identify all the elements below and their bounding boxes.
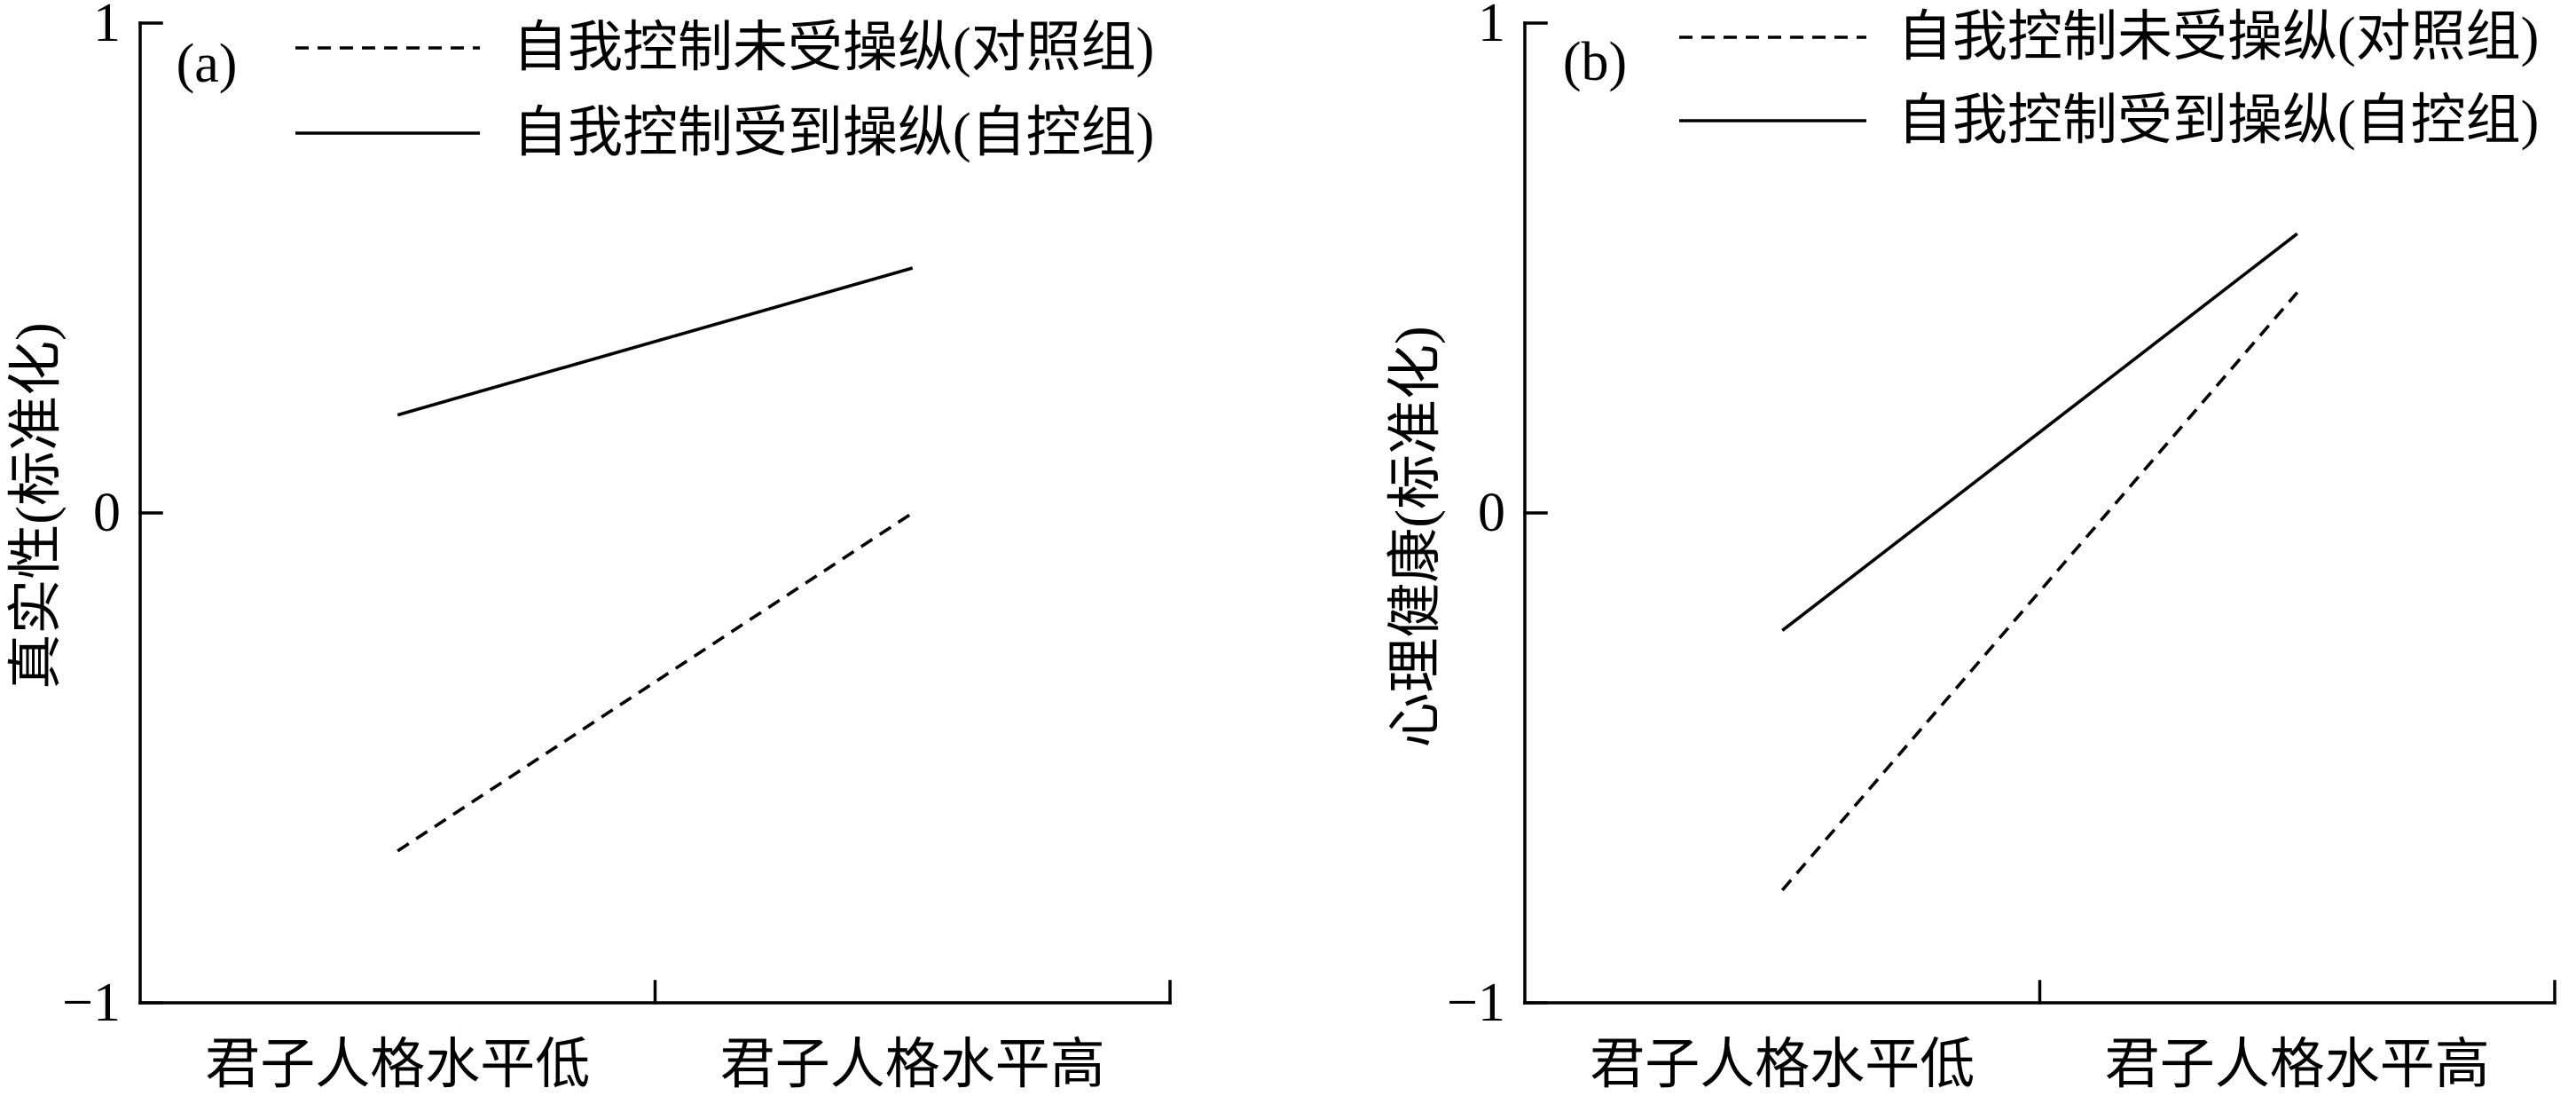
panel-label: (b) [1563,32,1627,92]
y-tick-label: 0 [93,483,121,543]
x-tick-label: 君子人格水平低 [1590,1035,1975,1095]
x-tick-label: 君子人格水平高 [720,1035,1105,1095]
x-tick-label: 君子人格水平低 [205,1035,590,1095]
legend-label: 自我控制未受操纵(对照组) [513,18,1154,78]
y-tick-label: 1 [93,0,121,53]
y-tick-label: −1 [62,973,121,1033]
x-tick-label: 君子人格水平高 [2105,1035,2490,1095]
dashed-series-line [1780,291,2299,892]
y-tick-label: −1 [1447,973,1505,1033]
panel-label: (a) [177,34,238,94]
y-tick-label: 0 [1478,483,1505,543]
legend-label: 自我控制未受操纵(对照组) [1897,7,2539,67]
legend-label: 自我控制受到操纵(自控组) [513,103,1154,163]
dashed-series-line [397,511,914,853]
y-tick-label: 1 [1478,0,1505,53]
chart-panel: 1 0 −1 君子人格水平低 君子人格水平高 真实性(标准化) (a) 自我控制未受操纵(对照… [6,0,1172,1095]
y-axis-label: 心理健康(标准化) [1386,326,1446,747]
solid-series-line [397,266,914,417]
legend-label: 自我控制受到操纵(自控组) [1897,91,2539,151]
y-axis-label: 真实性(标准化) [6,322,67,689]
solid-series-line [1781,232,2298,632]
chart-panel: 1 0 −1 君子人格水平低 君子人格水平高 心理健康(标准化) (b) 自我控制未受操纵(对… [1386,0,2556,1095]
